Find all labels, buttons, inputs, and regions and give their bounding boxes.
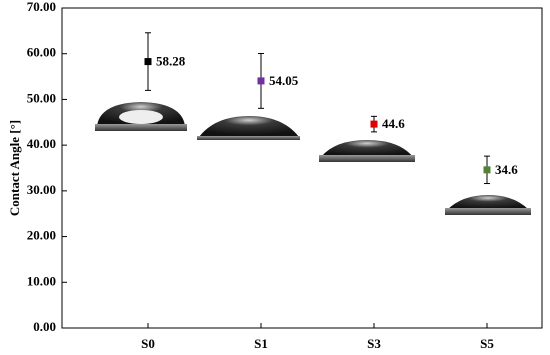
- plot-frame: [61, 7, 543, 329]
- y-axis-label: Contact Angle [°]: [7, 120, 22, 216]
- y-tick-label: 30.00: [27, 182, 56, 197]
- data-label: 54.05: [269, 73, 299, 88]
- y-tick-label: 20.00: [27, 228, 56, 243]
- marker: [144, 58, 152, 66]
- x-tick-label: S0: [141, 336, 155, 351]
- y-tick-label: 10.00: [27, 273, 56, 288]
- data-label: 58.28: [156, 54, 186, 69]
- y-tick-label: 50.00: [27, 90, 56, 105]
- data-label: 44.6: [382, 116, 405, 131]
- y-tick-label: 60.00: [27, 45, 56, 60]
- marker: [257, 77, 265, 85]
- data-label: 34.6: [495, 162, 518, 177]
- marker: [483, 166, 491, 174]
- y-tick-label: 70.00: [27, 0, 56, 14]
- x-tick-label: S1: [254, 336, 268, 351]
- droplet-images: [95, 102, 531, 215]
- marker: [370, 120, 378, 128]
- y-tick-label: 40.00: [27, 136, 56, 151]
- y-tick-label: 0.00: [33, 319, 56, 334]
- x-tick-label: S3: [367, 336, 381, 351]
- x-tick-label: S5: [480, 336, 494, 351]
